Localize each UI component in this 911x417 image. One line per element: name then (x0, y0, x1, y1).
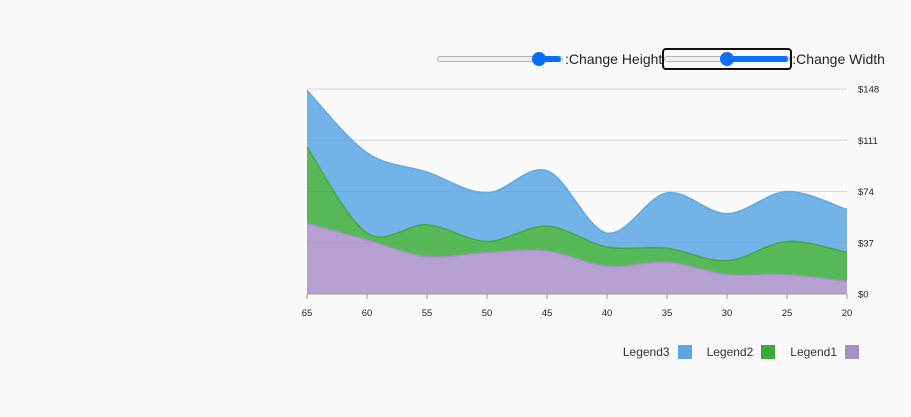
slider-thumb[interactable] (532, 52, 547, 66)
legend-label: Legend2 (706, 345, 754, 359)
y-tick-label: $111 (858, 136, 878, 147)
area-legend2 (307, 147, 847, 282)
y-tick-label: $37 (858, 238, 874, 249)
x-tick-label: 25 (782, 308, 793, 319)
x-tick-label: 45 (542, 308, 553, 319)
x-tick-label: 35 (662, 308, 673, 319)
y-tick-label: $74 (858, 187, 874, 198)
x-tick-label: 65 (302, 308, 313, 319)
slider-thumb[interactable] (720, 52, 735, 66)
y-axis: $0 $37 $74 $111 $148 (858, 85, 879, 301)
slider-track (437, 56, 563, 62)
legend-item-legend1[interactable]: Legend1 (790, 345, 859, 359)
legend-swatch (761, 345, 776, 359)
legend-item-legend2[interactable]: Legend2 (707, 345, 776, 359)
x-tick-label: 60 (362, 308, 373, 319)
area-edge-legend2 (306, 146, 848, 262)
area-legend3 (307, 90, 847, 261)
legend-swatch (677, 345, 692, 359)
width-slider[interactable] (662, 48, 793, 70)
height-slider[interactable] (436, 49, 564, 69)
chart-legend: Legend3 Legend2 Legend1 (608, 345, 859, 359)
legend-label: Legend3 (622, 345, 670, 359)
height-slider-label: :Change Height (565, 51, 663, 67)
width-slider-label: :Change Width (792, 51, 885, 67)
slider-fill (539, 56, 561, 62)
slider-fill (727, 56, 789, 62)
x-tick-label: 40 (602, 308, 613, 319)
legend-item-legend3[interactable]: Legend3 (623, 345, 692, 359)
y-tick-label: $0 (858, 290, 869, 301)
area-legend1 (307, 223, 847, 294)
area-edge-legend3 (306, 89, 848, 234)
x-tick-label: 50 (482, 308, 493, 319)
x-tick-label: 30 (722, 308, 733, 319)
x-tick-label: 20 (842, 308, 853, 319)
chart-controls: :Change Height :Change Width (436, 48, 886, 70)
y-tick-label: $148 (858, 85, 879, 96)
x-axis: 65 60 55 50 45 40 35 30 25 20 (302, 294, 853, 319)
legend-swatch (845, 345, 859, 359)
x-tick-label: 55 (422, 308, 433, 319)
area-edge-legend1 (306, 222, 848, 283)
legend-label: Legend1 (790, 345, 837, 359)
area-series (306, 89, 848, 294)
